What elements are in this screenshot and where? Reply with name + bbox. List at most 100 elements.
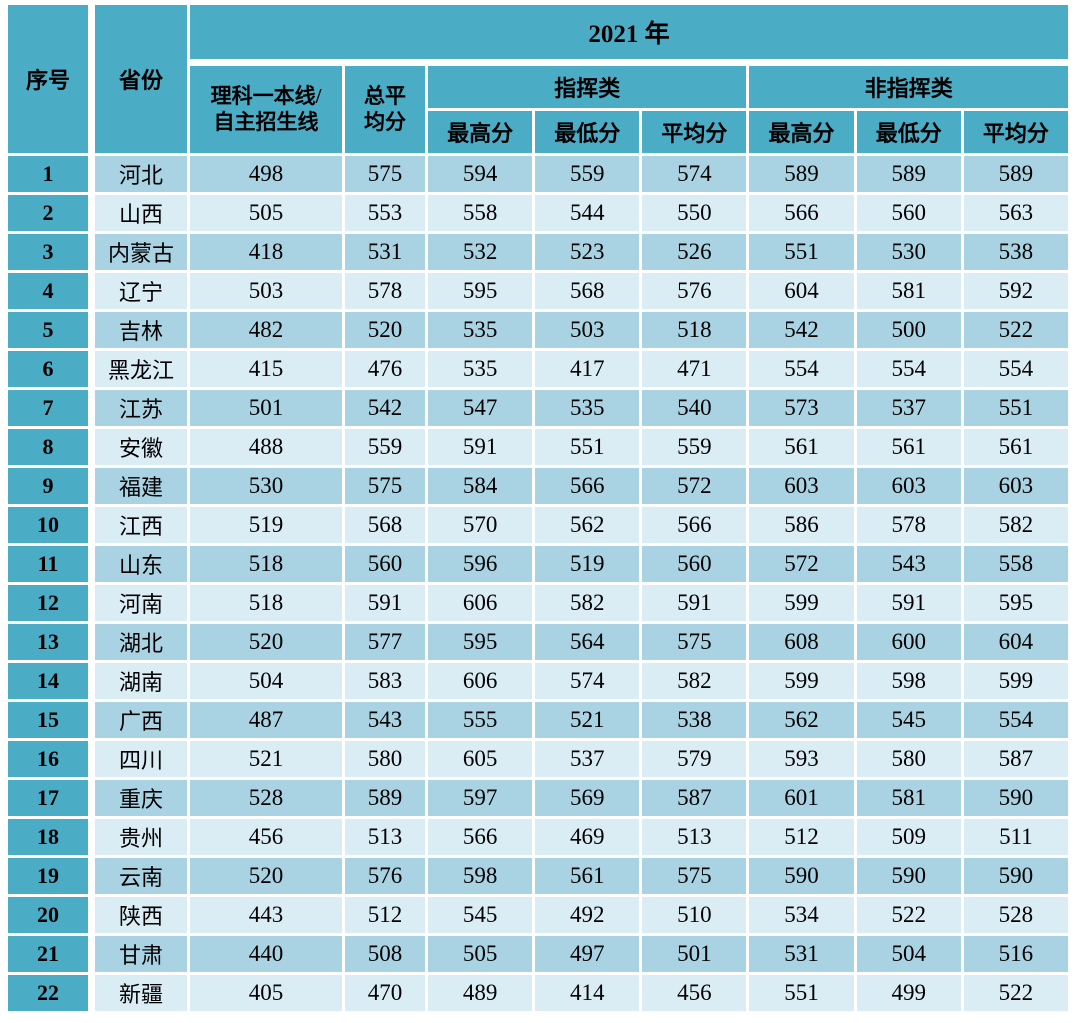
cell-index: 18 [8, 819, 92, 855]
cell-province: 重庆 [95, 780, 187, 816]
cell-cmd-min: 537 [535, 741, 640, 777]
cell-cmd-avg: 582 [642, 663, 747, 699]
header-index: 序号 [8, 5, 92, 153]
header-command-group: 指挥类 [428, 66, 747, 108]
cell-cmd-max: 489 [428, 975, 533, 1011]
cell-nc-min: 561 [856, 429, 961, 465]
cell-cmd-max: 598 [428, 858, 533, 894]
cell-cmd-avg: 574 [642, 156, 747, 192]
cell-total-avg: 568 [345, 507, 425, 543]
table-header: 序号 省份 2021 年 理科一本线/ 自主招生线 总平 均分 指挥类 非指挥类… [8, 5, 1068, 153]
cell-province: 安徽 [95, 429, 187, 465]
cell-index: 4 [8, 273, 92, 309]
cell-total-avg: 591 [345, 585, 425, 621]
cell-cmd-avg: 456 [642, 975, 747, 1011]
cell-nc-avg: 516 [963, 936, 1068, 972]
cell-nc-max: 573 [749, 390, 854, 426]
cell-science-line: 530 [190, 468, 342, 504]
cell-nc-min: 500 [856, 312, 961, 348]
cell-nc-min: 537 [856, 390, 961, 426]
cell-nc-max: 608 [749, 624, 854, 660]
cell-index: 20 [8, 897, 92, 933]
cell-cmd-min: 574 [535, 663, 640, 699]
cell-nc-max: 590 [749, 858, 854, 894]
cell-nc-max: 601 [749, 780, 854, 816]
cell-nc-max: 589 [749, 156, 854, 192]
cell-science-line: 482 [190, 312, 342, 348]
table-row: 2 山西 505 553 558 544 550 566 560 563 [8, 195, 1068, 231]
cell-province: 湖北 [95, 624, 187, 660]
cell-science-line: 521 [190, 741, 342, 777]
table-row: 21 甘肃 440 508 505 497 501 531 504 516 [8, 936, 1068, 972]
cell-nc-min: 554 [856, 351, 961, 387]
cell-science-line: 505 [190, 195, 342, 231]
cell-total-avg: 470 [345, 975, 425, 1011]
cell-total-avg: 580 [345, 741, 425, 777]
cell-cmd-avg: 510 [642, 897, 747, 933]
cell-nc-max: 593 [749, 741, 854, 777]
cell-cmd-max: 547 [428, 390, 533, 426]
cell-total-avg: 508 [345, 936, 425, 972]
cell-nc-max: 554 [749, 351, 854, 387]
cell-nc-min: 589 [856, 156, 961, 192]
cell-province: 辽宁 [95, 273, 187, 309]
cell-cmd-min: 492 [535, 897, 640, 933]
cell-total-avg: 531 [345, 234, 425, 270]
cell-science-line: 519 [190, 507, 342, 543]
cell-cmd-min: 414 [535, 975, 640, 1011]
cell-province: 广西 [95, 702, 187, 738]
cell-index: 22 [8, 975, 92, 1011]
cell-nc-avg: 590 [963, 780, 1068, 816]
cell-index: 9 [8, 468, 92, 504]
header-nc-avg: 平均分 [963, 111, 1068, 153]
cell-nc-max: 512 [749, 819, 854, 855]
cell-cmd-max: 535 [428, 312, 533, 348]
cell-province: 山东 [95, 546, 187, 582]
cell-index: 21 [8, 936, 92, 972]
cell-total-avg: 576 [345, 858, 425, 894]
header-total-avg-line1: 总平 [364, 84, 406, 109]
cell-cmd-min: 417 [535, 351, 640, 387]
cell-nc-min: 603 [856, 468, 961, 504]
cell-nc-min: 581 [856, 273, 961, 309]
cell-cmd-min: 535 [535, 390, 640, 426]
table-row: 14 湖南 504 583 606 574 582 599 598 599 [8, 663, 1068, 699]
cell-province: 山西 [95, 195, 187, 231]
cell-total-avg: 512 [345, 897, 425, 933]
cell-nc-min: 600 [856, 624, 961, 660]
cell-nc-avg: 590 [963, 858, 1068, 894]
cell-total-avg: 589 [345, 780, 425, 816]
table-row: 19 云南 520 576 598 561 575 590 590 590 [8, 858, 1068, 894]
cell-cmd-avg: 538 [642, 702, 747, 738]
cell-cmd-avg: 579 [642, 741, 747, 777]
cell-cmd-avg: 575 [642, 624, 747, 660]
cell-province: 吉林 [95, 312, 187, 348]
cell-science-line: 518 [190, 585, 342, 621]
cell-province: 江西 [95, 507, 187, 543]
cell-total-avg: 559 [345, 429, 425, 465]
table-row: 12 河南 518 591 606 582 591 599 591 595 [8, 585, 1068, 621]
cell-nc-avg: 563 [963, 195, 1068, 231]
cell-cmd-max: 584 [428, 468, 533, 504]
cell-cmd-min: 559 [535, 156, 640, 192]
cell-science-line: 503 [190, 273, 342, 309]
cell-index: 15 [8, 702, 92, 738]
cell-nc-max: 599 [749, 585, 854, 621]
table-row: 15 广西 487 543 555 521 538 562 545 554 [8, 702, 1068, 738]
cell-index: 3 [8, 234, 92, 270]
cell-nc-avg: 554 [963, 702, 1068, 738]
cell-nc-avg: 551 [963, 390, 1068, 426]
cell-total-avg: 560 [345, 546, 425, 582]
cell-cmd-avg: 576 [642, 273, 747, 309]
table-row: 1 河北 498 575 594 559 574 589 589 589 [8, 156, 1068, 192]
cell-science-line: 520 [190, 624, 342, 660]
cell-nc-max: 562 [749, 702, 854, 738]
table-row: 17 重庆 528 589 597 569 587 601 581 590 [8, 780, 1068, 816]
table-row: 20 陕西 443 512 545 492 510 534 522 528 [8, 897, 1068, 933]
cell-cmd-min: 561 [535, 858, 640, 894]
table-row: 9 福建 530 575 584 566 572 603 603 603 [8, 468, 1068, 504]
cell-nc-max: 531 [749, 936, 854, 972]
cell-total-avg: 542 [345, 390, 425, 426]
cell-cmd-max: 558 [428, 195, 533, 231]
cell-cmd-max: 570 [428, 507, 533, 543]
